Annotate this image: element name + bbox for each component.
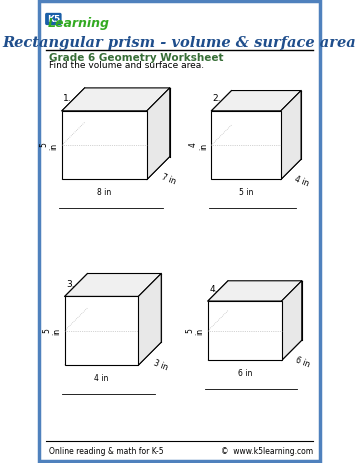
Polygon shape	[139, 274, 161, 365]
Polygon shape	[208, 301, 281, 361]
Polygon shape	[281, 281, 302, 361]
Text: Grade 6 Geometry Worksheet: Grade 6 Geometry Worksheet	[49, 53, 224, 63]
Polygon shape	[147, 89, 170, 180]
Polygon shape	[211, 112, 281, 180]
Text: Find the volume and surface area.: Find the volume and surface area.	[49, 61, 204, 70]
Text: 4
in: 4 in	[188, 142, 208, 150]
Text: 7 in: 7 in	[160, 172, 177, 186]
Polygon shape	[62, 89, 170, 112]
Text: Online reading & math for K-5: Online reading & math for K-5	[49, 446, 164, 456]
Text: 3.: 3.	[66, 280, 75, 288]
Polygon shape	[65, 297, 139, 365]
Text: 8 in: 8 in	[97, 188, 112, 196]
Text: 1.: 1.	[63, 94, 72, 103]
Text: 2.: 2.	[213, 94, 221, 103]
Polygon shape	[65, 274, 161, 297]
Polygon shape	[208, 281, 302, 301]
Text: 4.: 4.	[209, 284, 218, 293]
Text: K5: K5	[47, 15, 60, 25]
Text: 5
in: 5 in	[42, 327, 61, 335]
Text: Learning: Learning	[48, 17, 110, 30]
Text: Rectangular prism - volume & surface area: Rectangular prism - volume & surface are…	[3, 36, 356, 50]
Polygon shape	[281, 91, 301, 180]
Text: ©  www.k5learning.com: © www.k5learning.com	[221, 446, 313, 456]
Text: 6 in: 6 in	[294, 354, 311, 368]
Text: 5
in: 5 in	[39, 142, 59, 150]
Polygon shape	[211, 91, 301, 112]
Text: 6 in: 6 in	[238, 368, 252, 377]
Polygon shape	[62, 112, 147, 180]
Text: 4 in: 4 in	[94, 373, 109, 382]
Text: 3 in: 3 in	[152, 357, 169, 371]
Text: 4 in: 4 in	[293, 174, 310, 188]
Text: 5
in: 5 in	[185, 327, 204, 335]
Text: 5 in: 5 in	[239, 188, 253, 196]
